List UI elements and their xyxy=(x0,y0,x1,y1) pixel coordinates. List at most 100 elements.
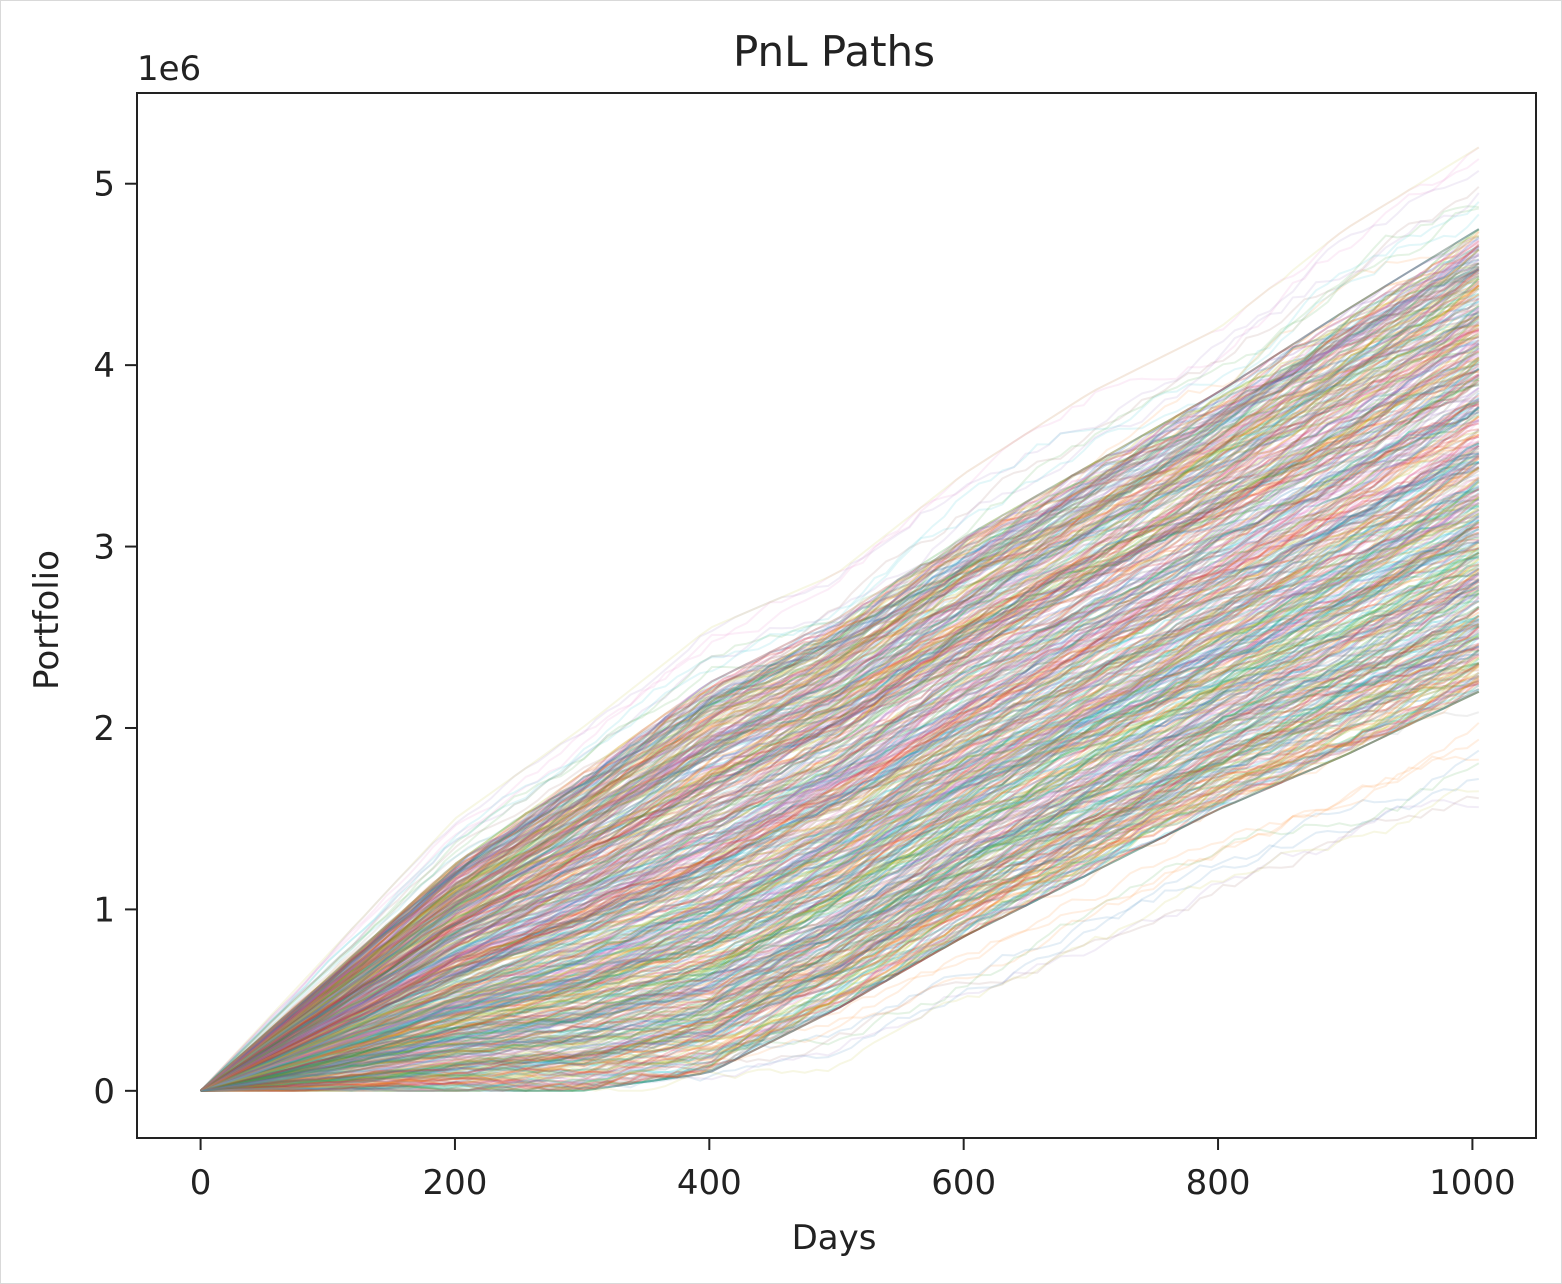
pnl-path-line xyxy=(200,587,1480,1092)
pnl-path-line xyxy=(200,367,1480,1092)
pnl-path-line xyxy=(200,540,1480,1092)
pnl-path-line xyxy=(200,378,1480,1092)
pnl-path-line xyxy=(200,475,1480,1092)
pnl-path-line xyxy=(200,311,1480,1092)
pnl-path-line xyxy=(199,248,1480,1092)
pnl-path-line xyxy=(200,551,1480,1092)
pnl-path-line xyxy=(199,268,1480,1092)
pnl-path-line xyxy=(200,419,1480,1092)
pnl-path-line xyxy=(200,564,1479,1092)
pnl-path-line xyxy=(199,309,1479,1092)
pnl-path-line xyxy=(200,674,1480,1092)
pnl-path-line xyxy=(200,561,1480,1092)
pnl-path-line xyxy=(200,310,1480,1092)
pnl-path-line xyxy=(200,662,1480,1092)
pnl-path-line xyxy=(199,265,1479,1092)
pnl-path-line xyxy=(199,228,1480,1092)
pnl-path-line xyxy=(200,795,1479,1092)
pnl-path-line xyxy=(199,274,1479,1092)
pnl-path-line xyxy=(200,353,1480,1092)
pnl-path-line xyxy=(200,498,1480,1092)
pnl-path-line xyxy=(200,662,1480,1092)
pnl-path-line xyxy=(200,593,1480,1092)
pnl-path-line xyxy=(200,306,1480,1092)
pnl-path-line xyxy=(199,282,1480,1092)
pnl-path-line xyxy=(200,498,1480,1092)
pnl-path-line xyxy=(200,457,1480,1092)
pnl-path-line xyxy=(200,635,1480,1092)
pnl-path-line xyxy=(200,623,1480,1092)
pnl-path-line xyxy=(200,680,1480,1092)
pnl-path-line xyxy=(200,655,1480,1092)
pnl-path-line xyxy=(200,629,1480,1092)
pnl-path-line xyxy=(200,317,1480,1092)
pnl-path-line xyxy=(200,648,1480,1092)
pnl-path-line xyxy=(200,462,1480,1092)
pnl-path-line xyxy=(199,284,1480,1092)
pnl-path-line xyxy=(200,674,1480,1092)
pnl-path-line xyxy=(200,335,1480,1092)
pnl-path-line xyxy=(200,454,1480,1092)
pnl-path-line xyxy=(200,324,1480,1092)
pnl-path-line xyxy=(200,367,1480,1092)
pnl-path-line xyxy=(200,360,1480,1092)
pnl-path-line xyxy=(200,450,1480,1092)
pnl-path-line xyxy=(200,661,1480,1092)
pnl-path-line xyxy=(200,442,1480,1092)
pnl-path-line xyxy=(200,447,1480,1092)
pnl-path-line xyxy=(200,657,1480,1092)
pnl-path-line xyxy=(200,535,1479,1092)
pnl-path-line xyxy=(200,572,1480,1092)
pnl-path-line xyxy=(200,722,1480,1092)
pnl-path-line xyxy=(200,588,1480,1092)
pnl-path-line xyxy=(200,573,1480,1092)
pnl-path-line xyxy=(200,584,1480,1092)
pnl-path-line xyxy=(200,276,1480,1092)
pnl-path-line xyxy=(200,517,1480,1092)
pnl-path-line xyxy=(200,567,1480,1092)
pnl-path-line xyxy=(199,279,1480,1092)
pnl-path-line xyxy=(200,597,1480,1092)
pnl-path-line xyxy=(200,466,1480,1092)
pnl-path-line xyxy=(200,310,1480,1092)
pnl-path-line xyxy=(199,306,1480,1092)
pnl-path-line xyxy=(200,480,1480,1092)
pnl-path-line xyxy=(200,738,1480,1092)
pnl-path-line xyxy=(200,551,1480,1092)
y-tick-label: 1 xyxy=(93,890,115,930)
pnl-path-line xyxy=(200,711,1480,1092)
pnl-path-line xyxy=(200,452,1480,1092)
pnl-path-line xyxy=(200,690,1480,1092)
pnl-path-line xyxy=(200,586,1480,1092)
pnl-path-line xyxy=(200,762,1480,1092)
pnl-path-line xyxy=(200,403,1480,1092)
pnl-path-line xyxy=(200,564,1480,1092)
pnl-path-line xyxy=(200,528,1480,1092)
pnl-path-line xyxy=(200,690,1480,1092)
pnl-path-line xyxy=(200,401,1479,1092)
pnl-path-line xyxy=(200,387,1480,1092)
pnl-path-line xyxy=(200,466,1480,1092)
pnl-path-line xyxy=(200,468,1480,1092)
pnl-path-line xyxy=(199,267,1480,1092)
pnl-path-line xyxy=(199,341,1480,1092)
pnl-path-line xyxy=(200,618,1480,1092)
pnl-path-line xyxy=(200,539,1480,1092)
pnl-path-line xyxy=(200,526,1480,1092)
pnl-path-line xyxy=(200,556,1480,1092)
pnl-path-line xyxy=(200,373,1480,1092)
pnl-path-line xyxy=(200,356,1480,1092)
pnl-path-line xyxy=(200,677,1479,1092)
pnl-path-line xyxy=(199,213,1480,1092)
pnl-path-line xyxy=(200,329,1480,1092)
pnl-path-line xyxy=(200,644,1480,1092)
pnl-path-line xyxy=(200,466,1480,1092)
pnl-path-line xyxy=(200,548,1480,1092)
pnl-path-line xyxy=(200,373,1480,1092)
pnl-path-line xyxy=(200,398,1480,1092)
pnl-path-line xyxy=(200,348,1480,1092)
pnl-path-line xyxy=(199,320,1480,1092)
pnl-path-line xyxy=(200,645,1480,1092)
pnl-path-line xyxy=(200,416,1480,1092)
pnl-path-line xyxy=(200,421,1480,1092)
